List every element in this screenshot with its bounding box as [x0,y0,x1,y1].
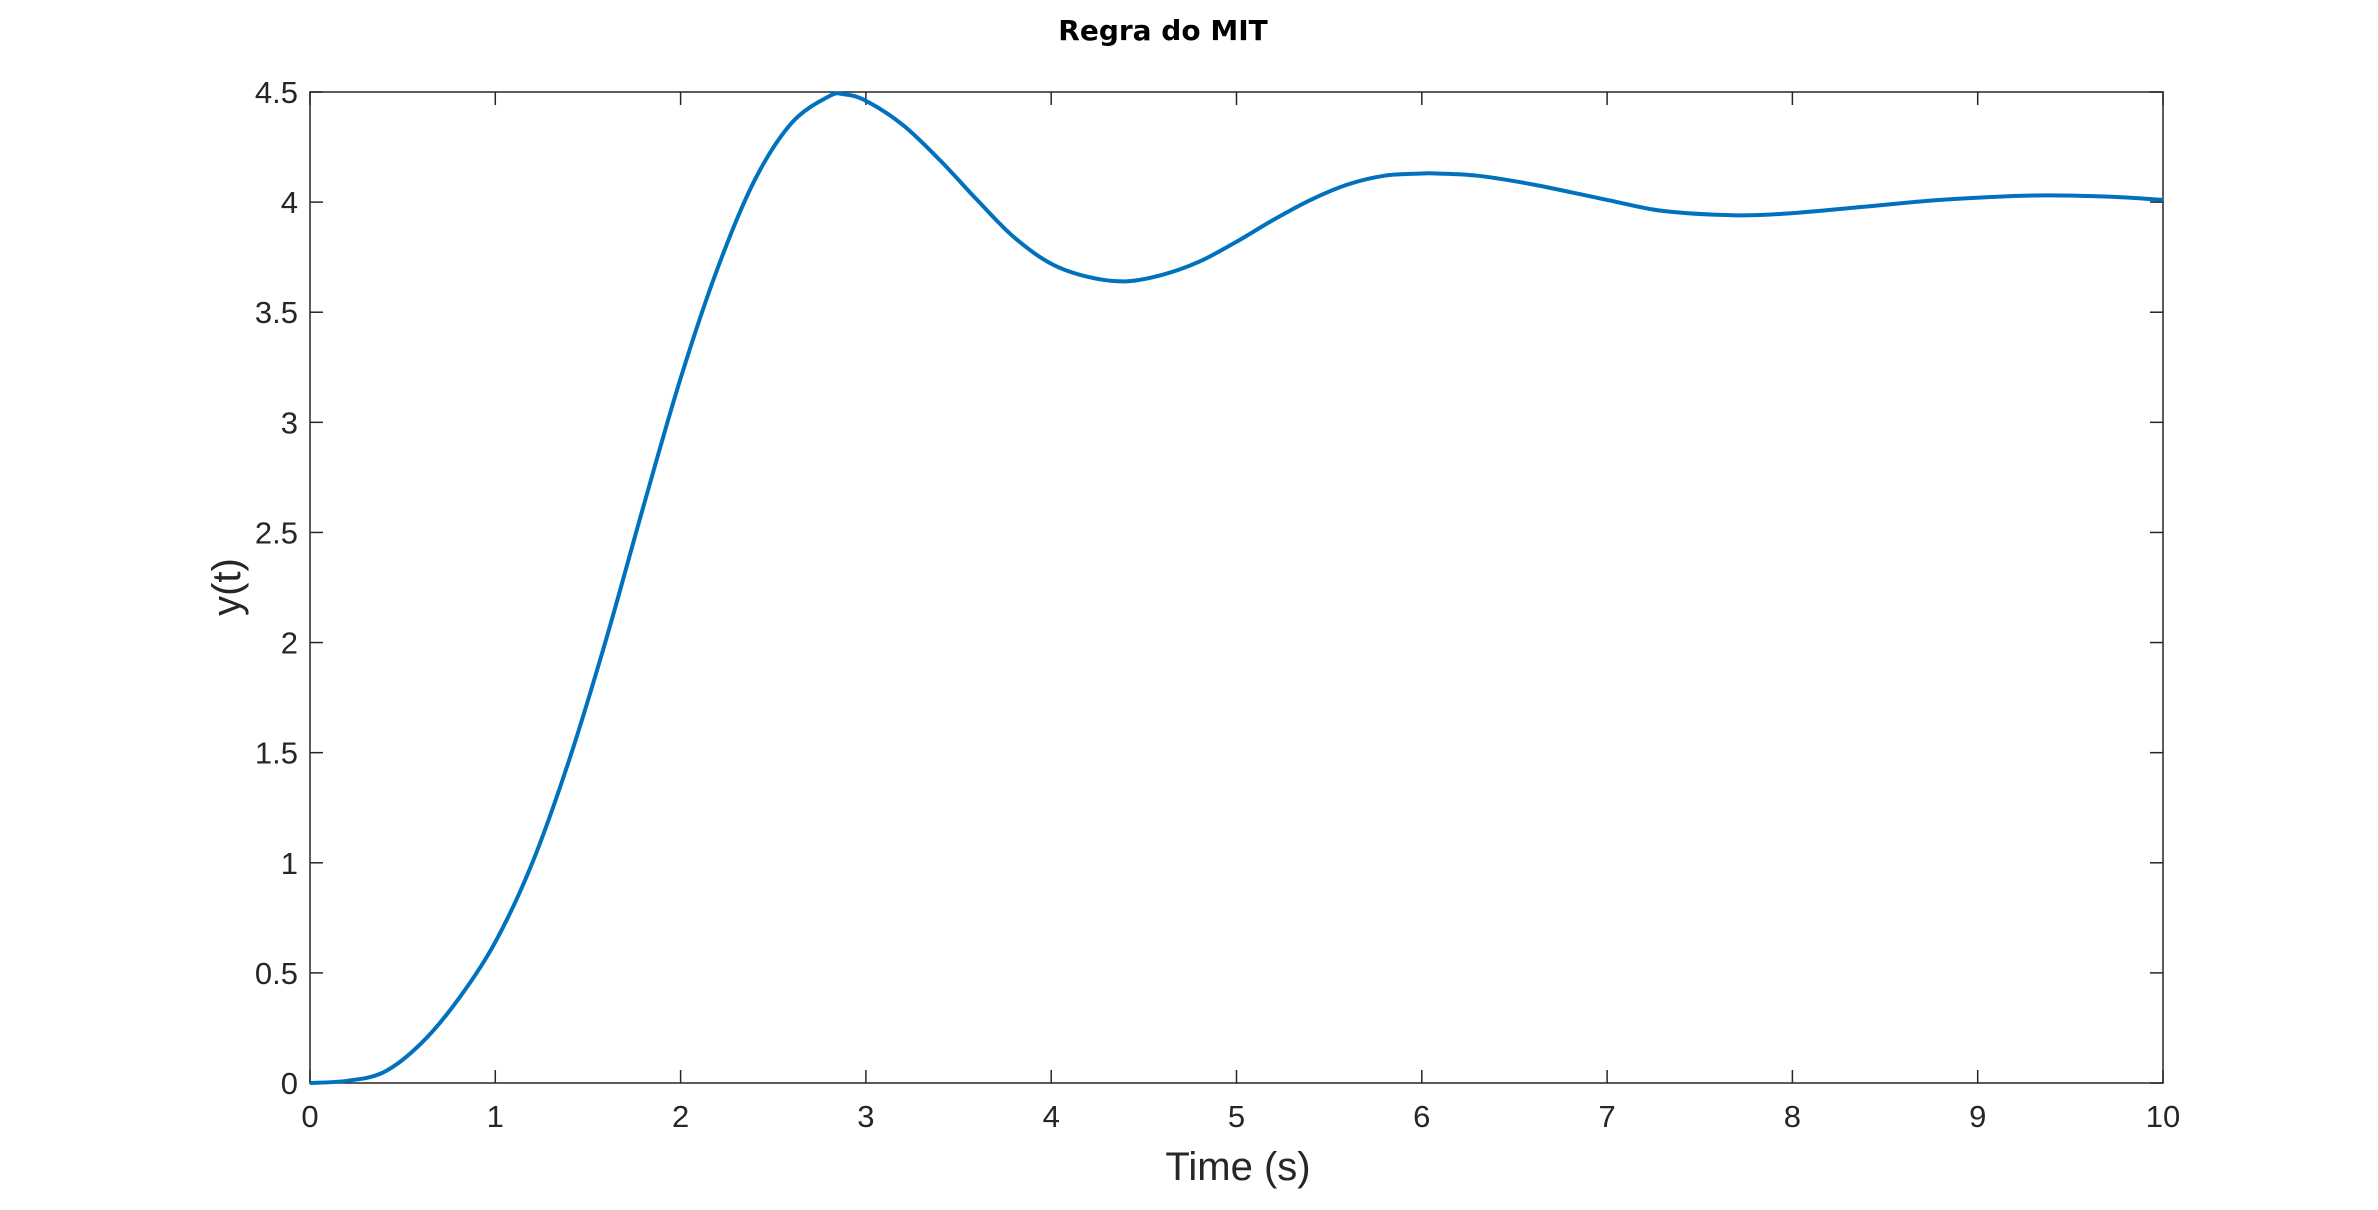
plot-area: 0 1 2 3 4 5 6 7 8 9 10 0 0.5 1 1.5 2 2.5 3 3.5 4 4.5 [255,75,2180,1134]
y-tick-label: 2 [281,626,298,661]
x-tick-label: 7 [1598,1099,1615,1134]
x-tick-label: 2 [672,1099,689,1134]
y-tick-label: 3.5 [255,295,298,330]
y-tick-label: 0 [281,1066,298,1101]
x-tick-label: 3 [857,1099,874,1134]
x-tick-label: 4 [1043,1099,1060,1134]
x-tick-label: 5 [1228,1099,1245,1134]
chart-title: Regra do MIT [1058,14,1267,47]
y-tick-label: 3 [281,405,298,440]
y-tick-label: 2.5 [255,515,298,550]
series-line-0 [309,91,2164,1085]
y-tick-label: 4.5 [255,75,298,110]
x-tick-label: 6 [1413,1099,1430,1134]
y-tick-label: 4 [281,185,298,220]
y-axis-label: y(t) [205,558,249,616]
x-tick-label: 0 [301,1099,318,1134]
y-tick-label: 1 [281,846,298,881]
x-tick-label: 9 [1969,1099,1986,1134]
y-tick-label: 0.5 [255,956,298,991]
y-tick-label: 1.5 [255,736,298,771]
x-tick-label: 1 [487,1099,504,1134]
x-axis-label: Time (s) [1165,1145,1310,1189]
axes-box [309,91,2164,1084]
x-tick-label: 10 [2146,1099,2180,1134]
x-tick-label: 8 [1784,1099,1801,1134]
